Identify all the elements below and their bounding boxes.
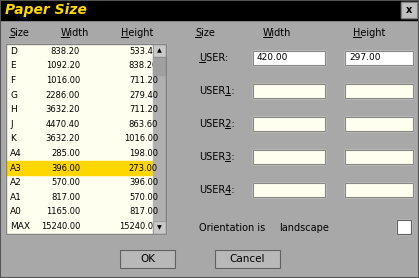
- Bar: [345, 183, 413, 197]
- Text: x: x: [406, 5, 412, 15]
- Bar: [345, 84, 413, 98]
- Bar: [345, 117, 413, 131]
- Bar: [401, 2, 417, 18]
- Bar: [120, 250, 175, 268]
- Text: 1016.00: 1016.00: [46, 76, 80, 85]
- Bar: [253, 117, 325, 131]
- Text: 817.00: 817.00: [51, 193, 80, 202]
- Text: 4470.40: 4470.40: [46, 120, 80, 129]
- Text: 711.20: 711.20: [129, 76, 158, 85]
- Text: USER2:: USER2:: [199, 119, 235, 129]
- Text: 3632.20: 3632.20: [46, 134, 80, 143]
- Text: 279.40: 279.40: [129, 91, 158, 100]
- Text: 396.00: 396.00: [51, 163, 80, 173]
- Text: 2286.00: 2286.00: [46, 91, 80, 100]
- Text: 1016.00: 1016.00: [124, 134, 158, 143]
- Text: 420.00: 420.00: [257, 53, 288, 63]
- Text: A0: A0: [10, 207, 22, 216]
- Bar: [345, 150, 413, 164]
- Text: 285.00: 285.00: [51, 149, 80, 158]
- Bar: [253, 150, 325, 164]
- Bar: [6, 44, 166, 234]
- Bar: [253, 84, 325, 98]
- Bar: [397, 220, 411, 234]
- Text: D: D: [10, 47, 17, 56]
- Text: USER4:: USER4:: [199, 185, 235, 195]
- Bar: [253, 183, 325, 197]
- Text: 711.20: 711.20: [129, 105, 158, 114]
- Bar: [153, 57, 166, 75]
- Text: 817.00: 817.00: [129, 207, 158, 216]
- Text: OK: OK: [140, 254, 155, 264]
- Text: 273.00: 273.00: [129, 163, 158, 173]
- Bar: [345, 84, 413, 98]
- Text: Orientation is: Orientation is: [199, 223, 265, 233]
- Bar: [253, 51, 325, 65]
- Text: 198.00: 198.00: [129, 149, 158, 158]
- Bar: [401, 2, 417, 18]
- Bar: [345, 51, 413, 65]
- Text: K: K: [10, 134, 16, 143]
- Text: F: F: [10, 76, 15, 85]
- Bar: [345, 150, 413, 164]
- Text: 570.00: 570.00: [51, 178, 80, 187]
- Bar: [253, 183, 325, 197]
- Text: landscape: landscape: [279, 223, 329, 233]
- Bar: [153, 221, 166, 234]
- Text: G: G: [10, 91, 17, 100]
- Text: E: E: [10, 61, 16, 70]
- Text: 15240.00: 15240.00: [119, 222, 158, 231]
- Bar: [215, 250, 280, 268]
- Text: A1: A1: [10, 193, 22, 202]
- Text: 15240.00: 15240.00: [41, 222, 80, 231]
- Text: A2: A2: [10, 178, 22, 187]
- Bar: [153, 44, 166, 57]
- Bar: [6, 44, 166, 234]
- Text: Height: Height: [353, 28, 385, 38]
- Bar: [345, 183, 413, 197]
- Text: ▼: ▼: [157, 225, 162, 230]
- Text: Size: Size: [195, 28, 215, 38]
- Text: Height: Height: [121, 28, 153, 38]
- Text: Width: Width: [61, 28, 89, 38]
- Text: USER:: USER:: [199, 53, 228, 63]
- Text: 396.00: 396.00: [129, 178, 158, 187]
- Bar: [253, 84, 325, 98]
- Bar: [345, 51, 413, 65]
- Text: H: H: [10, 105, 17, 114]
- Text: Cancel: Cancel: [230, 254, 265, 264]
- Text: 1092.20: 1092.20: [46, 61, 80, 70]
- Bar: [6, 161, 153, 175]
- Text: Width: Width: [263, 28, 291, 38]
- Text: MAX: MAX: [10, 222, 30, 231]
- Text: 570.00: 570.00: [129, 193, 158, 202]
- Text: 297.00: 297.00: [349, 53, 380, 63]
- Bar: [253, 117, 325, 131]
- Text: 863.60: 863.60: [129, 120, 158, 129]
- Bar: [253, 150, 325, 164]
- Text: J: J: [10, 120, 13, 129]
- Text: A3: A3: [10, 163, 22, 173]
- Bar: [153, 221, 166, 234]
- Bar: [0, 0, 419, 20]
- Text: ▲: ▲: [157, 48, 162, 53]
- Text: A4: A4: [10, 149, 22, 158]
- Bar: [153, 44, 166, 57]
- Text: USER3:: USER3:: [199, 152, 235, 162]
- Text: 838.20: 838.20: [51, 47, 80, 56]
- Text: Paper Size: Paper Size: [5, 3, 87, 17]
- Text: 1165.00: 1165.00: [46, 207, 80, 216]
- Text: USER1:: USER1:: [199, 86, 235, 96]
- Bar: [253, 51, 325, 65]
- Bar: [345, 117, 413, 131]
- Text: 3632.20: 3632.20: [46, 105, 80, 114]
- Text: 533.40: 533.40: [129, 47, 158, 56]
- Text: 838.20: 838.20: [129, 61, 158, 70]
- Bar: [397, 220, 411, 234]
- Bar: [120, 250, 175, 268]
- Text: Size: Size: [9, 28, 29, 38]
- Bar: [215, 250, 280, 268]
- Bar: [153, 44, 166, 234]
